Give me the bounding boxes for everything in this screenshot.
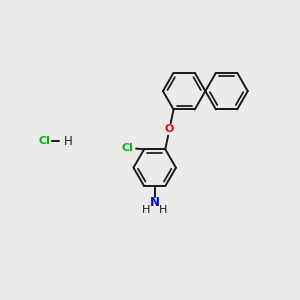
Text: H: H	[159, 206, 168, 215]
Text: Cl: Cl	[39, 136, 50, 146]
Text: H: H	[64, 135, 73, 148]
Text: N: N	[150, 196, 160, 209]
Text: Cl: Cl	[122, 143, 134, 153]
Text: H: H	[142, 206, 150, 215]
Text: O: O	[165, 124, 174, 134]
